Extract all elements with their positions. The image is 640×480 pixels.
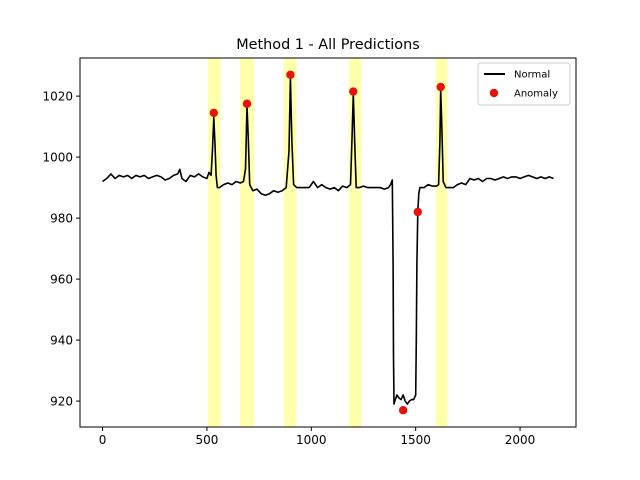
anomaly-point-2 bbox=[242, 99, 252, 108]
x-tick-label: 0 bbox=[99, 433, 107, 447]
highlight-span-2 bbox=[240, 58, 255, 427]
legend-anomaly-swatch bbox=[489, 88, 499, 98]
y-axis: 920 940 960 980 1000 1020 bbox=[42, 90, 80, 409]
highlight-span-5 bbox=[435, 58, 448, 427]
normal-line-path bbox=[102, 77, 554, 405]
legend-anomaly-label: Anomaly bbox=[514, 89, 558, 100]
x-axis: 0 500 1000 1500 2000 bbox=[99, 427, 536, 447]
anomaly-point-3 bbox=[286, 70, 295, 79]
anomaly-points bbox=[209, 70, 445, 415]
highlight-span-1 bbox=[208, 58, 221, 427]
anomaly-point-5 bbox=[398, 406, 408, 415]
legend: Normal Anomaly bbox=[477, 62, 571, 106]
y-tick-label: 940 bbox=[50, 334, 73, 348]
y-tick-label: 920 bbox=[50, 395, 73, 409]
y-tick-label: 1020 bbox=[42, 90, 73, 104]
anomaly-point-6 bbox=[413, 207, 422, 217]
anomaly-point-1 bbox=[209, 108, 219, 118]
y-tick-label: 1000 bbox=[42, 151, 73, 165]
legend-normal-label: Normal bbox=[514, 70, 550, 81]
anomaly-point-4 bbox=[349, 87, 358, 96]
chart-title: Method 1 - All Predictions bbox=[236, 37, 419, 53]
y-tick-label: 960 bbox=[50, 273, 73, 287]
plot-area-frame bbox=[79, 57, 577, 428]
x-tick-label: 500 bbox=[195, 433, 218, 447]
x-tick-label: 1500 bbox=[400, 433, 431, 447]
normal-series-line bbox=[102, 77, 554, 405]
x-tick-label: 2000 bbox=[505, 433, 536, 447]
highlight-span-3 bbox=[283, 58, 297, 427]
x-tick-label: 1000 bbox=[296, 433, 327, 447]
highlight-span-4 bbox=[348, 58, 362, 427]
anomaly-point-7 bbox=[436, 82, 445, 92]
y-tick-label: 980 bbox=[50, 212, 73, 226]
